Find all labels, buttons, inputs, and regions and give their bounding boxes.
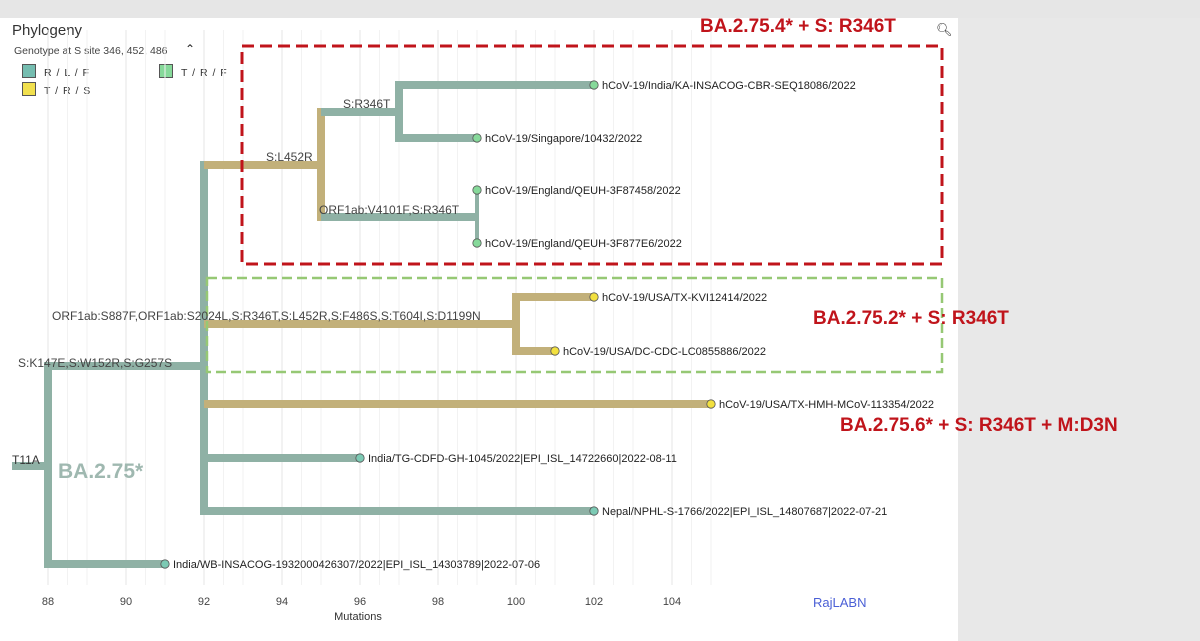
x-tick-label: 88 [42, 596, 54, 608]
top-band [0, 0, 1200, 18]
tip-label-england-1: hCoV-19/England/QEUH-3F87458/2022 [485, 185, 681, 197]
legend-swatch [159, 64, 173, 78]
branch-label-s-r346t: S:R346T [343, 97, 391, 111]
annotation-ba2752: BA.2.75.2* + S: R346T [813, 308, 1009, 329]
tip-dot-england-2 [472, 238, 482, 248]
tip-label-india-ka: hCoV-19/India/KA-INSACOG-CBR-SEQ18086/20… [602, 80, 856, 92]
branch-label-orf1ab-v4101f: ORF1ab:V4101F,S:R346T [319, 203, 460, 217]
highlight-box-ba2752 [205, 276, 944, 374]
tip-dot-india-wb [160, 559, 170, 569]
legend-swatch [22, 82, 36, 96]
annotation-ba2756: BA.2.75.6* + S: R346T + M:D3N [840, 415, 1118, 436]
tip-label-usa-dc: hCoV-19/USA/DC-CDC-LC0855886/2022 [563, 346, 766, 358]
panel-title: Phylogeny [12, 22, 83, 39]
x-tick-label: 104 [663, 596, 681, 608]
highlight-box-ba2754 [240, 44, 944, 266]
tip-dot-india-tg [355, 453, 365, 463]
tip-label-usa-tx-hmh: hCoV-19/USA/TX-HMH-MCoV-113354/2022 [719, 399, 934, 411]
tip-dot-nepal [589, 506, 599, 516]
tip-dot-england-1 [472, 185, 482, 195]
tip-dot-usa-tx-hmh [706, 399, 716, 409]
tip-label-india-tg: India/TG-CDFD-GH-1045/2022|EPI_ISL_14722… [368, 453, 677, 465]
x-tick-label: 100 [507, 596, 525, 608]
x-tick-label: 94 [276, 596, 288, 608]
tip-label-singapore: hCoV-19/Singapore/10432/2022 [485, 133, 642, 145]
x-axis-title: Mutations [334, 611, 382, 623]
branch-label-orf1ab-s887f: ORF1ab:S887F,ORF1ab:S2024L,S:R346T,S:L45… [52, 309, 481, 323]
watermark: RajLABN [813, 595, 867, 610]
tip-dot-singapore [472, 133, 482, 143]
x-tick-label: 96 [354, 596, 366, 608]
tip-label-england-2: hCoV-19/England/QEUH-3F877E6/2022 [485, 238, 682, 250]
x-tick-label: 92 [198, 596, 210, 608]
tip-dot-usa-tx-kvi [589, 292, 599, 302]
legend-item-rlf[interactable]: R / L / F [22, 64, 90, 79]
tip-label-india-wb: India/WB-INSACOG-1932000426307/2022|EPI_… [173, 559, 540, 571]
tip-label-usa-tx-kvi: hCoV-19/USA/TX-KVI12414/2022 [602, 292, 767, 304]
tip-label-nepal: Nepal/NPHL-S-1766/2022|EPI_ISL_14807687|… [602, 506, 887, 518]
clade-label: BA.2.75* [58, 460, 144, 483]
tip-labels: hCoV-19/India/KA-INSACOG-CBR-SEQ18086/20… [173, 80, 934, 571]
branch-label-s-l452r: S:L452R [266, 150, 313, 164]
chevron-up-icon[interactable]: ⌃ [185, 42, 196, 56]
x-tick-label: 98 [432, 596, 444, 608]
tip-dot-india-ka [589, 80, 599, 90]
branch-label-s-k147e: S:K147E,S:W152R,S:G257S [18, 356, 172, 370]
legend-label: R / L / F [44, 67, 90, 79]
x-axis-ticks: 88 90 92 94 96 98 100 102 104 [42, 596, 681, 608]
legend-swatch [22, 64, 36, 78]
tree-branches [12, 81, 711, 568]
branch-label-t11a: T11A [12, 453, 40, 467]
legend-title: Genotype at S site 346, 452, 486 [14, 45, 168, 57]
tip-markers [160, 80, 716, 569]
search-icon[interactable]: 🔍︎ [936, 22, 953, 37]
x-tick-label: 102 [585, 596, 603, 608]
annotation-ba2754: BA.2.75.4* + S: R346T [700, 16, 896, 37]
phylogeny-tree: 88 90 92 94 96 98 100 102 104 Mutations T11A S:K… [12, 30, 944, 623]
x-tick-label: 90 [120, 596, 132, 608]
tip-dot-usa-dc [550, 346, 560, 356]
